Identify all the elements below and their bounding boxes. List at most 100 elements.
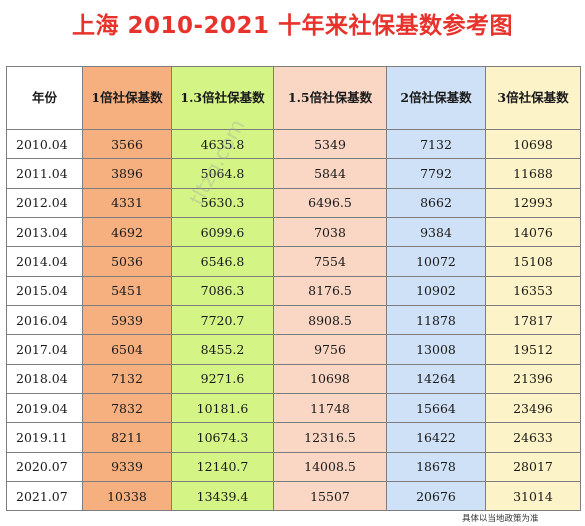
cell-1x: 3896: [82, 158, 172, 189]
cell-year: 2019.04: [6, 393, 83, 424]
cell-1-5x: 5349: [273, 128, 387, 160]
policy-note: 具体以当地政策为准: [462, 514, 539, 524]
cell-2x: 16422: [386, 422, 486, 453]
cell-year: 2018.04: [6, 363, 83, 395]
table-row: 2011.04 3896 5064.8 5844 7792 11688: [6, 158, 581, 189]
cell-1-5x: 10698: [273, 363, 387, 395]
cell-1-3x: 6546.8: [171, 246, 274, 277]
cell-1-3x: 5630.3: [171, 187, 274, 219]
cell-2x: 10902: [386, 275, 486, 307]
cell-2x: 8662: [386, 187, 486, 219]
cell-1-5x: 8908.5: [273, 305, 387, 336]
cell-1x: 8211: [82, 422, 172, 453]
header-year: 年份: [6, 66, 83, 130]
table-row: 2012.04 4331 5630.3 6496.5 8662 12993: [6, 187, 581, 219]
table-row: 2019.04 7832 10181.6 11748 15664 23496: [6, 393, 581, 424]
page-title: 上海 2010-2021 十年来社保基数参考图: [71, 13, 514, 39]
cell-1x: 3566: [82, 128, 172, 160]
cell-1-3x: 4635.8: [171, 128, 274, 160]
table-row: 2021.07 10338 13439.4 15507 20676 31014: [6, 481, 581, 512]
cell-2x: 7132: [386, 128, 486, 160]
table-row: 2019.11 8211 10674.3 12316.5 16422 24633: [6, 422, 581, 453]
cell-1-3x: 5064.8: [171, 158, 274, 189]
cell-3x: 19512: [485, 334, 581, 365]
header-2x: 2倍社保基数: [386, 66, 486, 130]
cell-2x: 10072: [386, 246, 486, 277]
table-row: 2017.04 6504 8455.2 9756 13008 19512: [6, 334, 581, 365]
cell-year: 2011.04: [6, 158, 83, 189]
cell-year: 2010.04: [6, 128, 83, 160]
header-3x: 3倍社保基数: [485, 66, 581, 130]
cell-3x: 23496: [485, 393, 581, 424]
cell-2x: 11878: [386, 305, 486, 336]
cell-1-5x: 6496.5: [273, 187, 387, 219]
cell-1x: 5939: [82, 305, 172, 336]
cell-1-5x: 11748: [273, 393, 387, 424]
cell-1x: 4692: [82, 217, 172, 248]
cell-2x: 13008: [386, 334, 486, 365]
cell-1-5x: 5844: [273, 158, 387, 189]
cell-3x: 17817: [485, 305, 581, 336]
cell-1-5x: 15507: [273, 481, 387, 512]
base-table: 年份 1倍社保基数 1.3倍社保基数 1.5倍社保基数 2倍社保基数 3倍社保基…: [6, 66, 581, 512]
cell-1-3x: 10181.6: [171, 393, 274, 424]
table-row: 2013.04 4692 6099.6 7038 9384 14076: [6, 217, 581, 248]
cell-1x: 10338: [82, 481, 172, 512]
table-row: 2010.04 3566 4635.8 5349 7132 10698: [6, 128, 581, 160]
cell-1x: 7132: [82, 363, 172, 395]
cell-1x: 9339: [82, 451, 172, 483]
cell-year: 2015.04: [6, 275, 83, 307]
table-row: 2014.04 5036 6546.8 7554 10072 15108: [6, 246, 581, 277]
cell-1-5x: 8176.5: [273, 275, 387, 307]
cell-1-3x: 7720.7: [171, 305, 274, 336]
table-row: 2020.07 9339 12140.7 14008.5 18678 28017: [6, 451, 581, 483]
cell-2x: 7792: [386, 158, 486, 189]
cell-1-3x: 7086.3: [171, 275, 274, 307]
cell-3x: 12993: [485, 187, 581, 219]
cell-2x: 15664: [386, 393, 486, 424]
cell-2x: 18678: [386, 451, 486, 483]
cell-3x: 15108: [485, 246, 581, 277]
cell-3x: 21396: [485, 363, 581, 395]
cell-3x: 24633: [485, 422, 581, 453]
cell-1-5x: 14008.5: [273, 451, 387, 483]
cell-2x: 9384: [386, 217, 486, 248]
cell-year: 2014.04: [6, 246, 83, 277]
cell-3x: 16353: [485, 275, 581, 307]
cell-1x: 5036: [82, 246, 172, 277]
cell-year: 2012.04: [6, 187, 83, 219]
cell-year: 2019.11: [6, 422, 83, 453]
cell-2x: 20676: [386, 481, 486, 512]
cell-1-3x: 6099.6: [171, 217, 274, 248]
table-row: 2016.04 5939 7720.7 8908.5 11878 17817: [6, 305, 581, 336]
cell-1-3x: 12140.7: [171, 451, 274, 483]
table-row: 2018.04 7132 9271.6 10698 14264 21396: [6, 363, 581, 395]
cell-1-3x: 9271.6: [171, 363, 274, 395]
cell-1x: 6504: [82, 334, 172, 365]
cell-year: 2017.04: [6, 334, 83, 365]
cell-1-3x: 13439.4: [171, 481, 274, 512]
header-1-3x: 1.3倍社保基数: [171, 66, 274, 130]
cell-3x: 28017: [485, 451, 581, 483]
cell-1x: 5451: [82, 275, 172, 307]
table-row: 2015.04 5451 7086.3 8176.5 10902 16353: [6, 275, 581, 307]
cell-year: 2013.04: [6, 217, 83, 248]
cell-1-3x: 8455.2: [171, 334, 274, 365]
cell-year: 2021.07: [6, 481, 83, 512]
cell-2x: 14264: [386, 363, 486, 395]
cell-3x: 11688: [485, 158, 581, 189]
header-1-5x: 1.5倍社保基数: [273, 66, 387, 130]
cell-year: 2020.07: [6, 451, 83, 483]
header-row: 年份 1倍社保基数 1.3倍社保基数 1.5倍社保基数 2倍社保基数 3倍社保基…: [6, 66, 581, 130]
cell-1-5x: 9756: [273, 334, 387, 365]
cell-3x: 10698: [485, 128, 581, 160]
header-1x: 1倍社保基数: [82, 66, 172, 130]
cell-1x: 4331: [82, 187, 172, 219]
cell-year: 2016.04: [6, 305, 83, 336]
cell-3x: 31014: [485, 481, 581, 512]
cell-1-5x: 12316.5: [273, 422, 387, 453]
cell-1-5x: 7038: [273, 217, 387, 248]
cell-3x: 14076: [485, 217, 581, 248]
cell-1x: 7832: [82, 393, 172, 424]
cell-1-3x: 10674.3: [171, 422, 274, 453]
